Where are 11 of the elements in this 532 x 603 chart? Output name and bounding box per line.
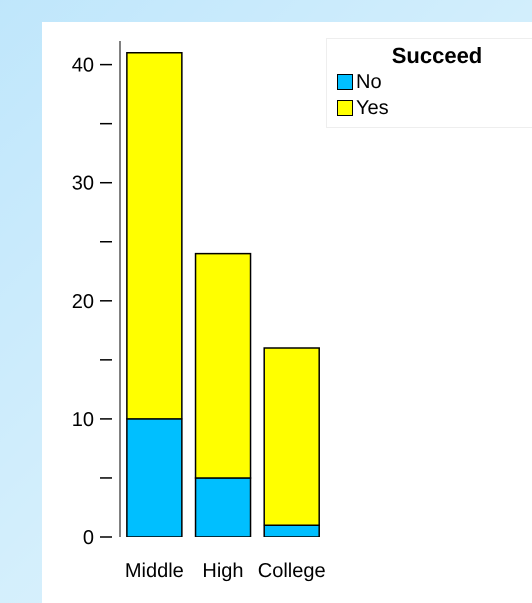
legend-title: Succeed: [390, 43, 484, 69]
x-tick-label: College: [258, 560, 326, 582]
y-tick-label: 30: [72, 172, 94, 195]
y-tick-label: 0: [82, 527, 94, 549]
legend-label: No: [355, 70, 383, 95]
x-tick-label: High: [202, 560, 244, 582]
y-tick-label: 40: [72, 54, 94, 77]
y-tick-label: 20: [72, 290, 94, 313]
legend-label: Yes: [355, 96, 390, 121]
x-tick-label: Middle: [124, 560, 184, 582]
y-tick-label: 10: [72, 408, 94, 431]
